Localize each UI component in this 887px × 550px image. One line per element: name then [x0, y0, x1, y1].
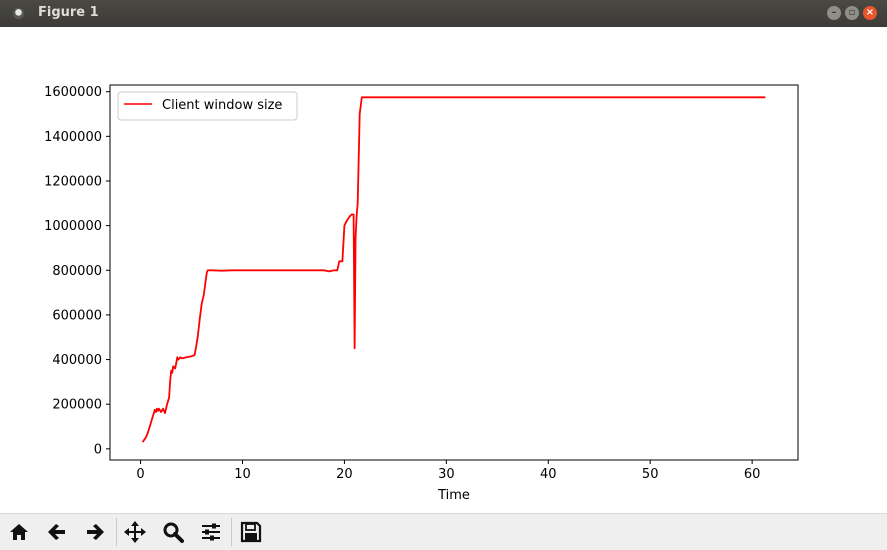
x-tick-label: 10 [234, 467, 251, 482]
x-tick-label: 0 [136, 467, 144, 482]
chart: 0 10 20 30 40 50 60 0 200000 400000 600000 800000 1… [44, 84, 799, 503]
x-tick-label: 20 [336, 467, 353, 482]
toolbar-separator [231, 518, 232, 546]
pan-button[interactable] [120, 518, 150, 546]
home-icon [10, 524, 28, 540]
x-tick-label: 30 [438, 467, 455, 482]
y-tick-label: 1400000 [44, 130, 102, 145]
series-group [141, 96, 766, 443]
x-tick-label: 50 [642, 467, 659, 482]
navigation-toolbar [0, 513, 887, 550]
y-tick-label: 200000 [52, 398, 102, 413]
series-line [141, 96, 766, 443]
minimize-button[interactable]: – [827, 6, 841, 20]
legend-label: Client window size [162, 98, 282, 113]
toolbar-separator [116, 518, 117, 546]
back-arrow-icon [48, 524, 65, 540]
y-tick-label: 800000 [52, 264, 102, 279]
forward-arrow-icon [87, 524, 104, 540]
x-axis: 0 10 20 30 40 50 60 [136, 460, 760, 482]
close-button[interactable]: × [863, 6, 877, 20]
zoom-button[interactable] [158, 518, 188, 546]
y-tick-label: 600000 [52, 308, 102, 323]
configure-subplots-icon [202, 523, 220, 541]
window-title: Figure 1 [38, 5, 99, 20]
pan-icon [124, 521, 146, 543]
y-axis: 0 200000 400000 600000 800000 1000000 1200000 1… [44, 85, 110, 457]
y-tick-label: 0 [94, 442, 102, 457]
x-tick-label: 60 [744, 467, 761, 482]
save-button[interactable] [236, 518, 266, 546]
save-icon [240, 521, 262, 543]
back-button[interactable] [42, 518, 72, 546]
x-tick-label: 40 [540, 467, 557, 482]
forward-button[interactable] [80, 518, 110, 546]
plot-area [109, 84, 799, 461]
x-axis-label: Time [437, 488, 470, 503]
figure-canvas[interactable]: 0 10 20 30 40 50 60 0 200000 400000 600000 800000 1… [0, 27, 887, 513]
home-button[interactable] [4, 518, 34, 546]
zoom-icon [163, 522, 184, 543]
legend: Client window size [117, 91, 298, 121]
y-tick-label: 400000 [52, 353, 102, 368]
y-tick-label: 1600000 [44, 85, 102, 100]
y-tick-label: 1200000 [44, 174, 102, 189]
legend-box [117, 91, 298, 121]
app-icon [13, 8, 24, 19]
window-titlebar: Figure 1 – ▫ × [0, 0, 887, 27]
y-tick-label: 1000000 [44, 219, 102, 234]
maximize-button[interactable]: ▫ [845, 6, 859, 20]
configure-subplots-button[interactable] [196, 518, 226, 546]
